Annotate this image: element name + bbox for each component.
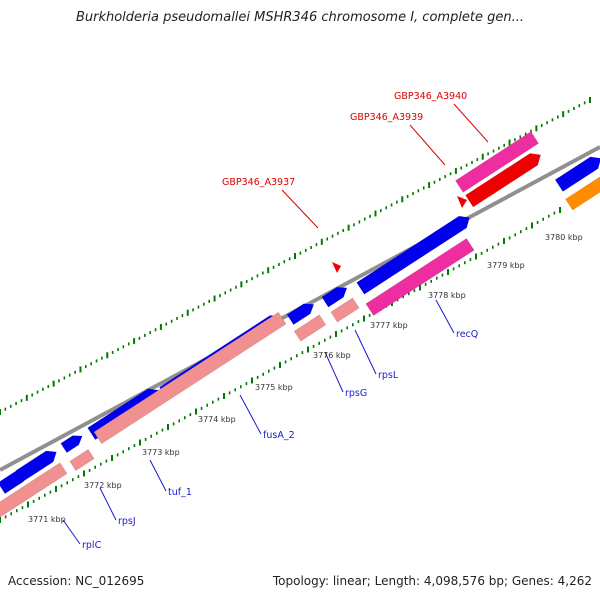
cds-arrow: [321, 286, 348, 308]
leader-line: [435, 299, 455, 334]
cds-arrow: [15, 450, 57, 482]
leader-line: [354, 329, 377, 375]
gene-label-tuf_1[interactable]: tuf_1: [168, 487, 192, 498]
kbp-label: 3776 kbp: [313, 351, 351, 360]
misc-marker: [332, 262, 341, 273]
gene-label-gbp346_a3937[interactable]: GBP346_A3937: [222, 177, 295, 188]
gene-labels: rplC rpsJ tuf_1 fusA_2 rpsG rpsL recQ GBP346_A3…: [82, 91, 478, 551]
leader-line: [239, 394, 262, 435]
kbp-axis-labels: 3771 kbp 3772 kbp 3773 kbp 3774 kbp 3775 kbp…: [28, 233, 583, 524]
gene-label-fusa_2[interactable]: fusA_2: [263, 430, 295, 441]
gene-bar-pink: [365, 238, 475, 316]
gene-bar: [0, 462, 68, 518]
gene-label-rpsj[interactable]: rpsJ: [118, 516, 136, 527]
cds-arrow: [60, 435, 83, 453]
gene-bar: [69, 449, 95, 471]
gene-label-recq[interactable]: recQ: [456, 329, 478, 340]
kbp-label: 3772 kbp: [84, 481, 122, 490]
kbp-label: 3778 kbp: [428, 291, 466, 300]
label-leader-lines: [62, 103, 489, 545]
feature-track: [0, 131, 600, 518]
cds-arrow: [356, 215, 470, 295]
leader-line: [62, 519, 81, 545]
leader-line: [99, 487, 117, 521]
leader-line: [409, 124, 446, 166]
kbp-label: 3771 kbp: [28, 515, 66, 524]
misc-marker: [457, 196, 467, 208]
leader-line: [324, 351, 344, 393]
gene-label-rpsg[interactable]: rpsG: [345, 388, 367, 399]
kbp-label: 3779 kbp: [487, 261, 525, 270]
gene-bar-pink: [455, 131, 539, 193]
leader-line: [453, 103, 489, 143]
misc-feature: [465, 153, 541, 208]
leader-line: [281, 189, 319, 229]
gene-bar: [330, 297, 360, 323]
kbp-label: 3777 kbp: [370, 321, 408, 330]
gene-label-gbp346_a3940[interactable]: GBP346_A3940: [394, 91, 467, 102]
gene-label-rpsl[interactable]: rpsL: [378, 370, 399, 381]
kbp-label: 3773 kbp: [142, 448, 180, 457]
kbp-label: 3775 kbp: [255, 383, 293, 392]
leader-line: [149, 459, 167, 492]
gene-bar: [293, 314, 327, 342]
gene-label-gbp346_a3939[interactable]: GBP346_A3939: [350, 112, 423, 123]
cds-arrow: [286, 303, 315, 326]
kbp-label: 3774 kbp: [198, 415, 236, 424]
gene-label-rplc[interactable]: rplC: [82, 540, 102, 551]
orange-feature: [565, 171, 600, 211]
genome-title: Burkholderia pseudomallei MSHR346 chromo…: [75, 10, 525, 25]
accession-text: Accession: NC_012695: [8, 574, 145, 588]
gene-bar: [93, 311, 287, 445]
kbp-label: 3780 kbp: [545, 233, 583, 242]
genome-stats-text: Topology: linear; Length: 4,098,576 bp; …: [272, 574, 592, 588]
